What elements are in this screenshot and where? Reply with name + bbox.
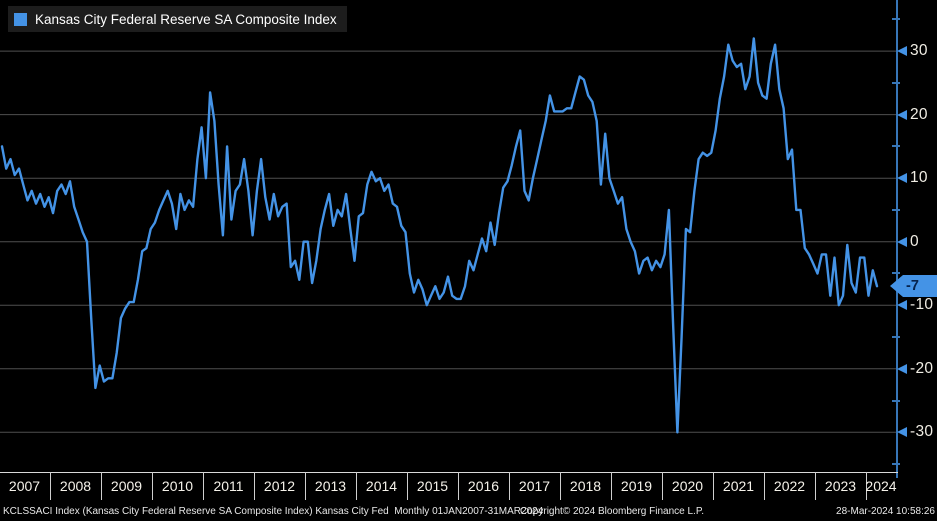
x-tick-label-2018: 2018 (569, 478, 602, 494)
x-tick-label-2021: 2021 (722, 478, 755, 494)
y-minor-tick-15 (892, 145, 900, 147)
legend-swatch-icon (14, 12, 27, 26)
x-tick-label-2007: 2007 (8, 478, 41, 494)
x-tick-label-2019: 2019 (620, 478, 653, 494)
year-separator-tick (763, 472, 765, 500)
x-tick-label-2013: 2013 (314, 478, 347, 494)
x-tick-label-2022: 2022 (773, 478, 806, 494)
y-tick-arrow-icon (897, 173, 907, 183)
footer-copyright: Copyright© 2024 Bloomberg Finance L.P. (520, 506, 704, 517)
y-tick-arrow-icon (897, 427, 907, 437)
y-tick-label--30: -30 (910, 423, 934, 440)
x-tick-label-2016: 2016 (467, 478, 500, 494)
last-value-label: -7 (906, 278, 919, 294)
y-tick-label-0: 0 (910, 233, 919, 250)
y-minor-tick--35 (892, 463, 900, 465)
x-tick-label-2014: 2014 (365, 478, 398, 494)
y-tick-label-10: 10 (910, 169, 928, 186)
year-separator-tick (253, 472, 255, 500)
y-minor-tick--15 (892, 336, 900, 338)
x-tick-label-2011: 2011 (213, 478, 244, 494)
x-tick-label-2015: 2015 (416, 478, 449, 494)
footer-ticker-description: KCLSSACI Index (Kansas City Federal Rese… (3, 506, 544, 517)
footer: KCLSSACI Index (Kansas City Federal Rese… (0, 503, 937, 521)
y-tick-label--20: -20 (910, 360, 934, 377)
year-separator-tick (814, 472, 816, 500)
y-minor-tick-5 (892, 209, 900, 211)
year-separator-tick (406, 472, 408, 500)
footer-timestamp: 28-Mar-2024 10:58:26 (836, 506, 935, 517)
y-tick-label--10: -10 (910, 296, 934, 313)
legend[interactable]: Kansas City Federal Reserve SA Composite… (8, 6, 347, 32)
year-separator-tick (151, 472, 153, 500)
x-tick-label-2020: 2020 (671, 478, 704, 494)
y-tick-label-30: 30 (910, 42, 928, 59)
legend-label: Kansas City Federal Reserve SA Composite… (35, 11, 337, 27)
year-separator-tick (610, 472, 612, 500)
y-minor-tick-35 (892, 18, 900, 20)
year-separator-tick (355, 472, 357, 500)
y-minor-tick--25 (892, 400, 900, 402)
y-tick-arrow-icon (897, 300, 907, 310)
year-separator-tick (457, 472, 459, 500)
year-separator-tick (49, 472, 51, 500)
y-minor-tick--5 (892, 272, 900, 274)
x-tick-label-2008: 2008 (59, 478, 92, 494)
x-tick-label-2009: 2009 (110, 478, 143, 494)
y-tick-label-20: 20 (910, 106, 928, 123)
x-tick-label-2012: 2012 (263, 478, 296, 494)
x-tick-label-2024: 2024 (865, 478, 897, 494)
year-separator-tick (508, 472, 510, 500)
x-tick-label-2017: 2017 (518, 478, 551, 494)
x-tick-label-2023: 2023 (824, 478, 857, 494)
y-tick-arrow-icon (897, 110, 907, 120)
y-tick-arrow-icon (897, 237, 907, 247)
year-separator-tick (304, 472, 306, 500)
composite-index-line-chart[interactable] (0, 0, 898, 473)
y-minor-tick-25 (892, 82, 900, 84)
x-axis-spine (0, 472, 898, 473)
year-separator-tick (202, 472, 204, 500)
year-separator-tick (100, 472, 102, 500)
y-tick-arrow-icon (897, 364, 907, 374)
year-separator-tick (661, 472, 663, 500)
last-value-badge: -7 (890, 275, 937, 297)
series-line (0, 37, 879, 434)
year-separator-tick (865, 472, 867, 500)
y-tick-arrow-icon (897, 46, 907, 56)
year-separator-tick (559, 472, 561, 500)
x-tick-label-2010: 2010 (161, 478, 194, 494)
year-separator-tick (712, 472, 714, 500)
